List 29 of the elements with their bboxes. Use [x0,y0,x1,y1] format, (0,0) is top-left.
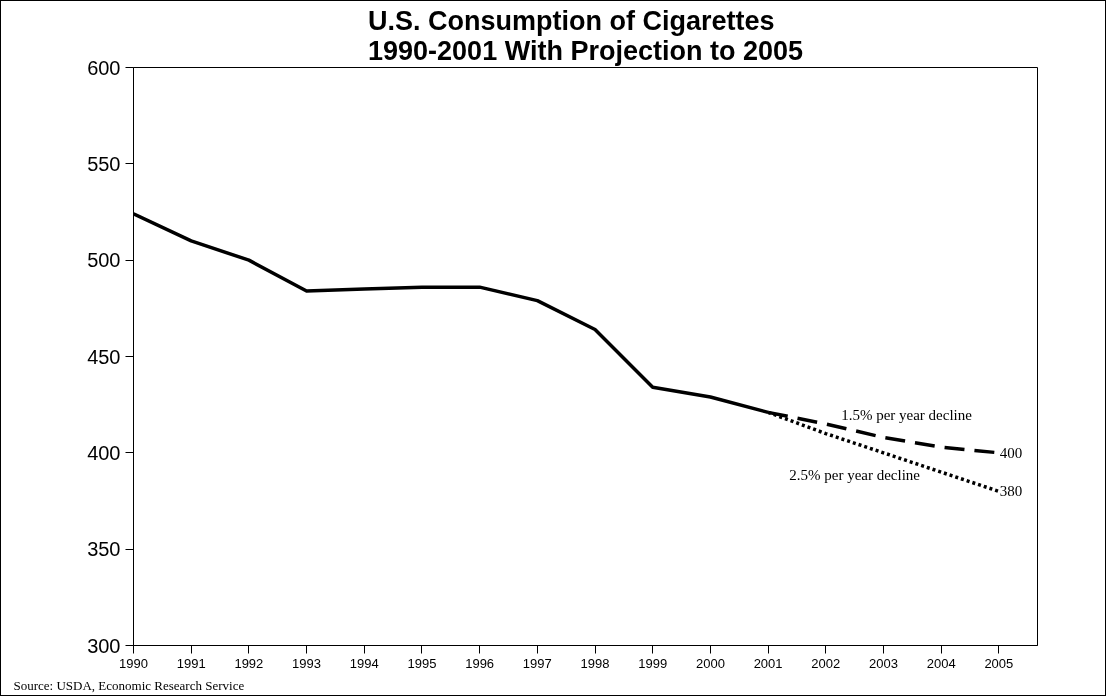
data-label: 380 [999,483,1023,500]
series-label: 2.5% per year decline [789,466,921,483]
x-tick-label: 2003 [869,655,898,671]
data-label: 400 [999,444,1023,461]
y-tick-label: 300 [87,634,121,657]
x-tick-label: 1999 [638,655,668,671]
x-tick-label: 2004 [926,655,956,671]
x-tick-label: 1990 [119,655,148,671]
x-tick-label: 1998 [580,655,610,671]
y-tick-label: 450 [87,345,121,368]
x-tick-label: 1996 [465,655,495,671]
y-tick-label: 500 [87,249,121,272]
x-tick-label: 1993 [292,655,322,671]
chart-title: U.S. Consumption of Cigarettes 1990-2001 With Projection to 2005 [368,5,803,66]
y-tick-label: 400 [87,441,121,464]
x-tick-label: 2002 [811,655,841,671]
y-tick-label: 350 [87,538,121,561]
source-note: Source: USDA, Economic Research Service [13,677,245,693]
x-tick-label: 1991 [176,655,206,671]
x-tick-label: 1992 [234,655,264,671]
x-tick-label: 2000 [695,655,725,671]
y-tick-label: 600 [87,56,121,79]
x-tick-label: 2005 [984,655,1014,671]
x-tick-label: 1995 [407,655,437,671]
series-label: 1.5% per year decline [841,407,973,424]
x-tick-label: 1997 [522,655,552,671]
x-tick-label: 1994 [349,655,379,671]
y-tick-label: 550 [87,152,121,175]
x-tick-label: 2001 [753,655,783,671]
